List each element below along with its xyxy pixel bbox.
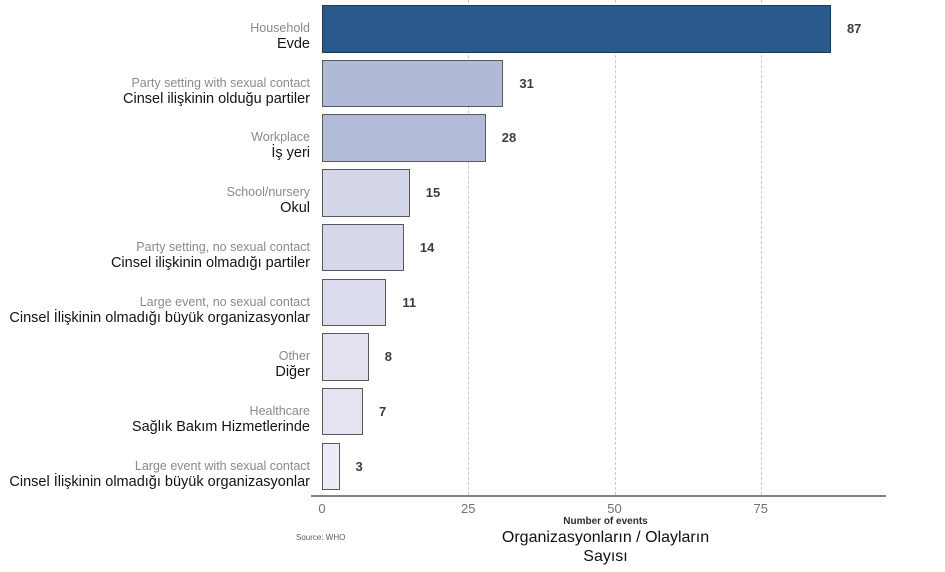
category-label-tr: Evde (276, 36, 310, 52)
value-label: 87 (846, 21, 862, 36)
value-label: 14 (419, 239, 435, 255)
x-axis-title-tr-line2: Sayısı (583, 548, 628, 565)
value-label: 31 (519, 75, 534, 91)
category-label-en: Other (278, 349, 310, 364)
value-label: 15 (425, 185, 441, 201)
value-label: 7 (378, 403, 387, 419)
x-axis-line (311, 495, 886, 497)
category-label-en: Party setting, no sexual contact (136, 239, 310, 254)
gridline-50 (614, 0, 616, 495)
category-label-tr: Diğer (275, 364, 310, 381)
category-label: School/nursery Okul (227, 185, 310, 218)
x-tick-label: 50 (607, 501, 622, 516)
category-label-tr: İş yeri (271, 145, 310, 162)
x-axis-title-tr: Organizasyonların / Olayların Sayısı (322, 528, 889, 566)
category-label: Party setting with sexual contact Cinsel … (123, 76, 310, 109)
bar (322, 169, 410, 217)
category-label-en: Healthcare (249, 403, 310, 418)
bar (322, 5, 831, 53)
bar (322, 278, 387, 326)
category-label-en: Household (250, 21, 310, 35)
x-tick-label: 75 (753, 501, 768, 516)
category-label: Household Evde (250, 21, 310, 54)
category-label-tr: Cinsel İlişkinin olmadığı büyük organiza… (9, 309, 310, 326)
source-note: Source: WHO (296, 533, 346, 542)
category-label-tr: Sağlık Bakım Hizmetlerinde (131, 418, 310, 435)
bar (322, 223, 404, 272)
value-label: 28 (501, 130, 517, 146)
category-label-en: Large event, no sexual contact (139, 294, 310, 309)
category-label: Large event, no sexual contact Cinsel İli… (9, 295, 310, 328)
value-label: 3 (355, 458, 363, 474)
category-label-en: Workplace (251, 130, 310, 145)
gridline-25 (468, 0, 470, 495)
bar (322, 442, 340, 491)
category-label-tr: Cinsel ilişkinin olmadığı partiler (110, 254, 310, 271)
category-label: Large event with sexual contact Cinsel İl… (9, 459, 310, 492)
category-label: Party setting, no sexual contact Cinsel i… (111, 240, 310, 273)
category-label-en: Party setting with sexual contact (131, 75, 310, 90)
x-tick-label: 25 (461, 501, 476, 516)
x-axis-title-tr-line1: Organizasyonların / Olayların (501, 529, 710, 546)
value-label: 8 (384, 349, 393, 365)
category-label-tr: Okul (280, 200, 310, 217)
gridline-75 (760, 0, 762, 495)
category-label-en: School/nursery (226, 185, 310, 200)
category-label: Workplace İş yeri (251, 130, 310, 163)
category-label: Healthcare Sağlık Bakım Hizmetlerinde (132, 404, 310, 437)
bar (322, 59, 504, 108)
category-label-en: Large event with sexual contact (134, 458, 310, 473)
value-label: 11 (402, 294, 417, 310)
x-axis-title-en: Number of events (563, 516, 648, 527)
x-tick-label: 0 (318, 501, 326, 516)
category-label: Other Diğer (275, 349, 310, 382)
category-label-tr: Cinsel ilişkinin olduğu partiler (123, 90, 310, 107)
bar (322, 114, 486, 162)
category-label-tr: Cinsel İlişkinin olmadığı büyük organiza… (9, 473, 310, 490)
bar (322, 333, 369, 381)
bar (322, 387, 363, 436)
